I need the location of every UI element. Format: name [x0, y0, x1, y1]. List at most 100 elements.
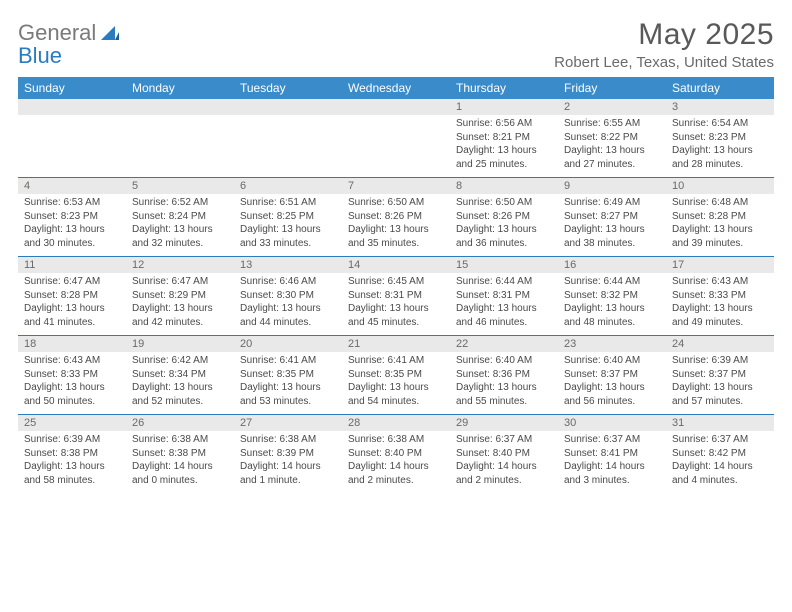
- calendar-day-cell: 3Sunrise: 6:54 AMSunset: 8:23 PMDaylight…: [666, 99, 774, 178]
- daylight-text: Daylight: 14 hours and 3 minutes.: [564, 460, 660, 487]
- calendar-day-cell: 16Sunrise: 6:44 AMSunset: 8:32 PMDayligh…: [558, 257, 666, 336]
- sunset-text: Sunset: 8:31 PM: [348, 289, 444, 303]
- sunset-text: Sunset: 8:33 PM: [24, 368, 120, 382]
- sunrise-text: Sunrise: 6:40 AM: [456, 354, 552, 368]
- calendar-day-cell: 28 Sunrise: 6:38 AMSunset: 8:40 PMDayligh…: [342, 415, 450, 494]
- day-content: Sunrise: 6:38 AMSunset: 8:40 PMDaylight:…: [342, 433, 450, 493]
- day-content: Sunrise: 6:39 AMSunset: 8:38 PMDaylight:…: [18, 433, 126, 493]
- daylight-text: Daylight: 13 hours and 33 minutes.: [240, 223, 336, 250]
- sunrise-text: Sunrise: 6:44 AM: [456, 275, 552, 289]
- daylight-text: Daylight: 13 hours and 58 minutes.: [24, 460, 120, 487]
- calendar-day-cell: 6Sunrise: 6:51 AMSunset: 8:25 PMDaylight…: [234, 178, 342, 257]
- sunset-text: Sunset: 8:42 PM: [672, 447, 768, 461]
- calendar-day-cell: 27Sunrise: 6:38 AMSunset: 8:39 PMDayligh…: [234, 415, 342, 494]
- day-number: 20: [234, 336, 342, 352]
- calendar-day-cell: 17Sunrise: 6:43 AMSunset: 8:33 PMDayligh…: [666, 257, 774, 336]
- calendar-day-cell: 11Sunrise: 6:47 AMSunset: 8:28 PMDayligh…: [18, 257, 126, 336]
- calendar-day-cell: 10Sunrise: 6:48 AMSunset: 8:28 PMDayligh…: [666, 178, 774, 257]
- day-number: 13: [234, 257, 342, 273]
- day-number: 28: [342, 415, 450, 431]
- daylight-text: Daylight: 13 hours and 35 minutes.: [348, 223, 444, 250]
- daylight-text: Daylight: 14 hours and 4 minutes.: [672, 460, 768, 487]
- daylight-text: Daylight: 13 hours and 36 minutes.: [456, 223, 552, 250]
- day-number: [342, 99, 450, 115]
- sunrise-text: Sunrise: 6:53 AM: [24, 196, 120, 210]
- day-number: 25: [18, 415, 126, 431]
- daylight-text: Daylight: 14 hours and 2 minutes.: [348, 460, 444, 487]
- calendar-day-cell: [126, 99, 234, 178]
- calendar-day-cell: 5 Sunrise: 6:52 AMSunset: 8:24 PMDaylight…: [126, 178, 234, 257]
- daylight-text: Daylight: 13 hours and 44 minutes.: [240, 302, 336, 329]
- daylight-text: Daylight: 13 hours and 42 minutes.: [132, 302, 228, 329]
- day-number: 27: [234, 415, 342, 431]
- logo-sail-icon: [101, 26, 119, 40]
- calendar-day-cell: 22Sunrise: 6:40 AMSunset: 8:36 PMDayligh…: [450, 336, 558, 415]
- sunset-text: Sunset: 8:26 PM: [456, 210, 552, 224]
- sunset-text: Sunset: 8:40 PM: [456, 447, 552, 461]
- weekday-header: Saturday: [666, 77, 774, 99]
- daylight-text: Daylight: 13 hours and 56 minutes.: [564, 381, 660, 408]
- brand-part2: Blue: [18, 43, 62, 68]
- calendar-day-cell: 25 Sunrise: 6:39 AMSunset: 8:38 PMDayligh…: [18, 415, 126, 494]
- daylight-text: Daylight: 13 hours and 45 minutes.: [348, 302, 444, 329]
- day-content: Sunrise: 6:42 AMSunset: 8:34 PMDaylight:…: [126, 354, 234, 414]
- calendar-day-cell: 7 Sunrise: 6:50 AMSunset: 8:26 PMDaylight…: [342, 178, 450, 257]
- day-content: Sunrise: 6:50 AMSunset: 8:26 PMDaylight:…: [342, 196, 450, 256]
- sunrise-text: Sunrise: 6:49 AM: [564, 196, 660, 210]
- sunset-text: Sunset: 8:31 PM: [456, 289, 552, 303]
- sunset-text: Sunset: 8:26 PM: [348, 210, 444, 224]
- sunrise-text: Sunrise: 6:39 AM: [24, 433, 120, 447]
- calendar-week-row: 4Sunrise: 6:53 AMSunset: 8:23 PMDaylight…: [18, 178, 774, 257]
- sunrise-text: Sunrise: 6:47 AM: [132, 275, 228, 289]
- day-content: Sunrise: 6:46 AMSunset: 8:30 PMDaylight:…: [234, 275, 342, 335]
- sunrise-text: Sunrise: 6:54 AM: [672, 117, 768, 131]
- sunset-text: Sunset: 8:25 PM: [240, 210, 336, 224]
- calendar-day-cell: 24Sunrise: 6:39 AMSunset: 8:37 PMDayligh…: [666, 336, 774, 415]
- day-number: 15: [450, 257, 558, 273]
- sunset-text: Sunset: 8:40 PM: [348, 447, 444, 461]
- sunrise-text: Sunrise: 6:41 AM: [240, 354, 336, 368]
- sunrise-text: Sunrise: 6:37 AM: [564, 433, 660, 447]
- sunset-text: Sunset: 8:28 PM: [672, 210, 768, 224]
- day-number: 7: [342, 178, 450, 194]
- day-number: 11: [18, 257, 126, 273]
- sunset-text: Sunset: 8:41 PM: [564, 447, 660, 461]
- day-number: 30: [558, 415, 666, 431]
- day-number: 5: [126, 178, 234, 194]
- day-content: Sunrise: 6:41 AMSunset: 8:35 PMDaylight:…: [342, 354, 450, 414]
- calendar-day-cell: 12Sunrise: 6:47 AMSunset: 8:29 PMDayligh…: [126, 257, 234, 336]
- sunset-text: Sunset: 8:28 PM: [24, 289, 120, 303]
- sunrise-text: Sunrise: 6:38 AM: [132, 433, 228, 447]
- calendar-day-cell: [234, 99, 342, 178]
- sunset-text: Sunset: 8:27 PM: [564, 210, 660, 224]
- sunrise-text: Sunrise: 6:39 AM: [672, 354, 768, 368]
- weekday-header: Friday: [558, 77, 666, 99]
- sunset-text: Sunset: 8:35 PM: [348, 368, 444, 382]
- daylight-text: Daylight: 13 hours and 27 minutes.: [564, 144, 660, 171]
- brand-part1: General: [18, 20, 96, 45]
- day-number: 26: [126, 415, 234, 431]
- calendar-week-row: 25 Sunrise: 6:39 AMSunset: 8:38 PMDayligh…: [18, 415, 774, 494]
- daylight-text: Daylight: 13 hours and 46 minutes.: [456, 302, 552, 329]
- weekday-header: Sunday: [18, 77, 126, 99]
- day-number: 4: [18, 178, 126, 194]
- weekday-header-row: Sunday Monday Tuesday Wednesday Thursday…: [18, 77, 774, 99]
- day-number: 17: [666, 257, 774, 273]
- daylight-text: Daylight: 14 hours and 2 minutes.: [456, 460, 552, 487]
- day-content: Sunrise: 6:44 AMSunset: 8:32 PMDaylight:…: [558, 275, 666, 335]
- daylight-text: Daylight: 13 hours and 49 minutes.: [672, 302, 768, 329]
- daylight-text: Daylight: 13 hours and 25 minutes.: [456, 144, 552, 171]
- day-number: 29: [450, 415, 558, 431]
- sunset-text: Sunset: 8:37 PM: [564, 368, 660, 382]
- day-content: Sunrise: 6:55 AMSunset: 8:22 PMDaylight:…: [558, 117, 666, 177]
- daylight-text: Daylight: 13 hours and 53 minutes.: [240, 381, 336, 408]
- day-content: Sunrise: 6:52 AMSunset: 8:24 PMDaylight:…: [126, 196, 234, 256]
- calendar-day-cell: 1Sunrise: 6:56 AMSunset: 8:21 PMDaylight…: [450, 99, 558, 178]
- sunset-text: Sunset: 8:33 PM: [672, 289, 768, 303]
- calendar-day-cell: 20Sunrise: 6:41 AMSunset: 8:35 PMDayligh…: [234, 336, 342, 415]
- day-content: [18, 117, 126, 165]
- sunrise-text: Sunrise: 6:51 AM: [240, 196, 336, 210]
- day-number: 12: [126, 257, 234, 273]
- calendar-day-cell: 26Sunrise: 6:38 AMSunset: 8:38 PMDayligh…: [126, 415, 234, 494]
- daylight-text: Daylight: 13 hours and 48 minutes.: [564, 302, 660, 329]
